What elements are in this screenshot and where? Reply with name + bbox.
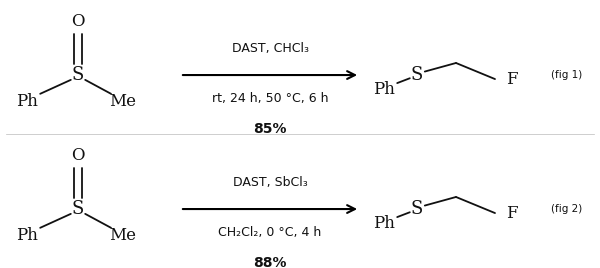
Text: DAST, SbCl₃: DAST, SbCl₃ [233,176,307,189]
Text: Me: Me [110,93,137,110]
Text: F: F [506,70,517,88]
Text: 85%: 85% [253,122,287,136]
Text: 88%: 88% [253,256,287,268]
Text: S: S [411,200,423,218]
Text: Ph: Ph [16,227,38,244]
Text: O: O [71,13,85,30]
Text: Ph: Ph [373,215,395,232]
Text: DAST, CHCl₃: DAST, CHCl₃ [232,42,308,55]
Text: CH₂Cl₂, 0 °C, 4 h: CH₂Cl₂, 0 °C, 4 h [218,226,322,240]
Text: Ph: Ph [373,81,395,98]
Text: (fig 1): (fig 1) [551,70,583,80]
Text: S: S [72,200,84,218]
Text: F: F [506,204,517,222]
Text: (fig 2): (fig 2) [551,204,583,214]
Text: rt, 24 h, 50 °C, 6 h: rt, 24 h, 50 °C, 6 h [212,92,328,106]
Text: S: S [72,66,84,84]
Text: Ph: Ph [16,93,38,110]
Text: S: S [411,66,423,84]
Text: Me: Me [110,227,137,244]
Text: O: O [71,147,85,164]
